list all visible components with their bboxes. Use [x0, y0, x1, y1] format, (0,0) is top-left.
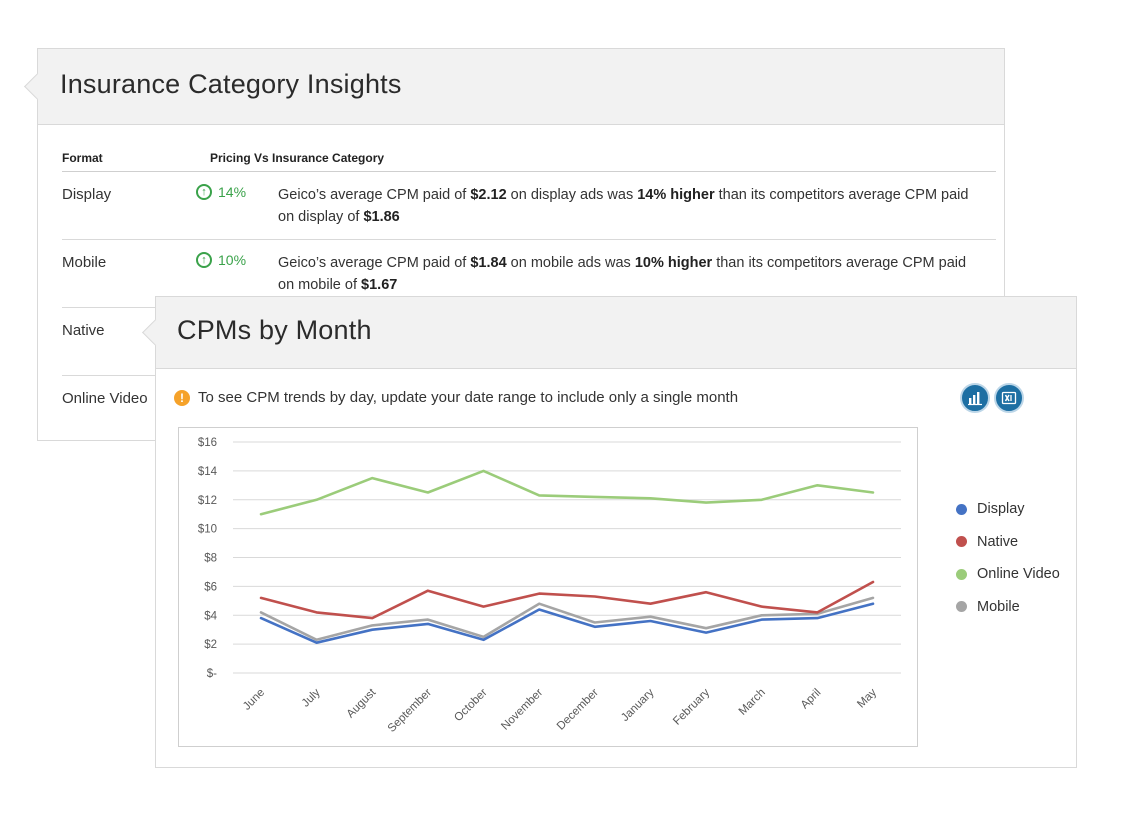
chart-legend: Display Native Online Video Mobile: [956, 493, 1060, 623]
y-tick-label: $-: [207, 668, 217, 680]
table-row-online-video: Online Video: [62, 376, 996, 443]
x-tick-label: November: [499, 687, 545, 733]
legend-label: Mobile: [977, 598, 1020, 615]
insights-notch: [24, 73, 51, 100]
chart-svg: $- $2 $4 $6 $8 $10 $12 $14 $16 June July August Sept…: [198, 437, 901, 735]
table-row-mobile: Mobile ↑ 10% Geico’s average CPM paid of…: [62, 240, 996, 308]
cpm-header: CPMs by Month: [142, 297, 1076, 369]
series-line-online-video: [259, 469, 875, 516]
x-tick-label: April: [799, 687, 824, 712]
date-range-notice: ! To see CPM trends by day, update your …: [174, 389, 738, 406]
legend-label: Native: [977, 533, 1019, 550]
x-tick-label: May: [855, 686, 879, 710]
x-tick-label: January: [619, 686, 657, 724]
export-tools: [960, 383, 1024, 413]
y-tick-label: $2: [204, 639, 217, 651]
x-tick-label: December: [555, 687, 601, 733]
excel-export-icon: [1001, 391, 1017, 405]
y-tick-label: $4: [204, 610, 217, 622]
row-description: Geico’s average CPM paid of $1.84 on mob…: [278, 255, 967, 293]
row-description: Geico’s average CPM paid of $2.12 on dis…: [278, 187, 969, 225]
arrow-up-circle-icon: ↑: [196, 184, 212, 200]
series-line-display: [259, 602, 875, 644]
cpm-line-chart: $- $2 $4 $6 $8 $10 $12 $14 $16 June July August Sept…: [178, 427, 918, 747]
series-line-mobile: [259, 596, 875, 642]
x-tick-label: March: [737, 687, 768, 718]
legend-dot-icon: [956, 601, 967, 613]
legend-item-online-video: Online Video: [956, 558, 1060, 591]
y-tick-label: $14: [198, 466, 218, 478]
legend-dot-icon: [956, 503, 967, 515]
y-tick-label: $10: [198, 524, 217, 536]
y-tick-label: $12: [198, 495, 217, 507]
x-tick-label: August: [345, 686, 379, 720]
legend-dot-icon: [956, 536, 967, 548]
x-tick-label: February: [671, 686, 712, 727]
insights-table-header: Format Pricing Vs Insurance Category: [62, 149, 996, 172]
legend-label: Display: [977, 501, 1025, 518]
row-format: Mobile: [62, 254, 107, 271]
cpm-title: CPMs by Month: [177, 315, 372, 345]
cpm-panel: CPMs by Month ! To see CPM trends by day…: [142, 296, 1077, 768]
row-format: Online Video: [62, 390, 148, 407]
notice-text: To see CPM trends by day, update your da…: [198, 389, 739, 406]
row-format: Display: [62, 186, 112, 203]
x-tick-label: June: [241, 687, 267, 713]
legend-label: Online Video: [977, 566, 1060, 583]
arrow-up-circle-icon: ↑: [196, 252, 212, 268]
row-format: Native: [62, 322, 105, 339]
x-tick-label: July: [300, 686, 323, 709]
legend-item-native: Native: [956, 526, 1060, 559]
insights-title: Insurance Category Insights: [60, 69, 402, 99]
row-pct-value: 14%: [218, 184, 247, 200]
y-tick-label: $16: [198, 437, 217, 449]
insights-table: Format Pricing Vs Insurance Category Dis…: [62, 149, 996, 443]
col-format-header: Format: [62, 151, 103, 165]
warning-icon: !: [174, 389, 190, 406]
legend-dot-icon: [956, 568, 967, 580]
y-tick-label: $8: [204, 553, 217, 565]
series-line-native: [259, 580, 875, 620]
row-pct-badge: ↑ 10%: [196, 252, 246, 268]
col-pricing-header: Pricing Vs Insurance Category: [210, 151, 385, 165]
x-tick-label: October: [452, 687, 490, 725]
chart-export-button[interactable]: [960, 383, 990, 413]
row-pct-badge: ↑ 14%: [196, 184, 246, 200]
x-tick-label: September: [386, 687, 434, 735]
y-tick-label: $6: [204, 581, 217, 593]
row-pct-value: 10%: [218, 252, 247, 268]
legend-item-mobile: Mobile: [956, 591, 1060, 624]
excel-export-button[interactable]: [994, 383, 1024, 413]
table-row-display: Display ↑ 14% Geico’s average CPM paid o…: [62, 172, 996, 240]
legend-item-display: Display: [956, 493, 1060, 526]
insights-header: Insurance Category Insights: [24, 49, 1004, 125]
chart-export-icon: [968, 392, 982, 406]
